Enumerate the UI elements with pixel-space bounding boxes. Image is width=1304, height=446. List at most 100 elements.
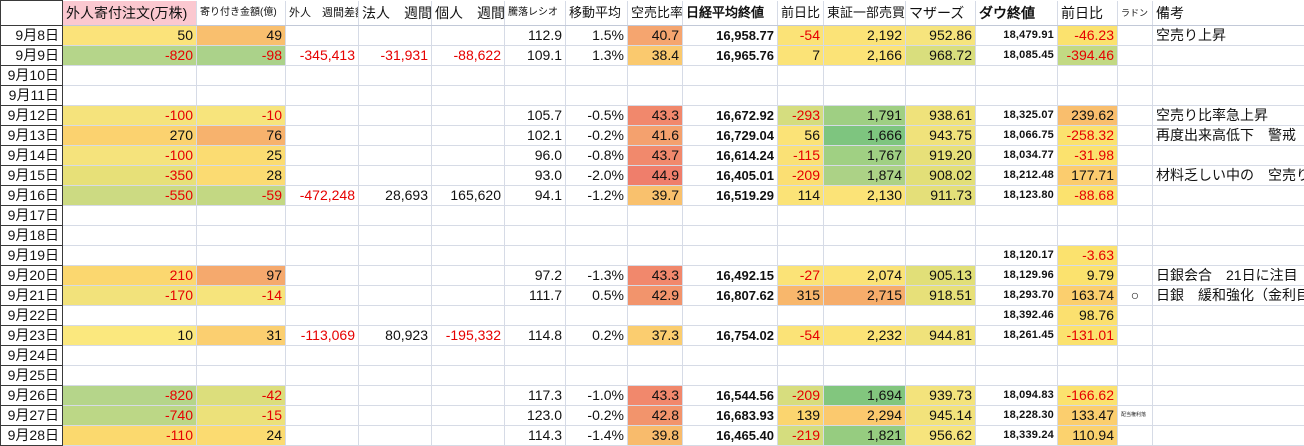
cell-o[interactable]: 110.94: [1057, 425, 1118, 446]
cell-e[interactable]: [358, 225, 432, 246]
cell-q[interactable]: [1152, 85, 1304, 106]
cell-i[interactable]: [627, 205, 683, 226]
cell-h[interactable]: [565, 345, 628, 366]
cell-p[interactable]: [1117, 165, 1153, 186]
cell-b[interactable]: [62, 345, 197, 366]
cell-b[interactable]: [62, 85, 197, 106]
cell-e[interactable]: [358, 65, 432, 86]
cell-q[interactable]: [1152, 425, 1304, 446]
col-header-c[interactable]: 寄り付き金額(億): [196, 0, 286, 26]
cell-i[interactable]: [627, 65, 683, 86]
cell-m[interactable]: 905.13: [905, 265, 976, 286]
cell-j[interactable]: 16,965.76: [682, 45, 778, 66]
cell-h[interactable]: -2.0%: [565, 165, 628, 186]
cell-l[interactable]: 1,821: [823, 425, 906, 446]
cell-i[interactable]: [627, 345, 683, 366]
date-cell[interactable]: 9月14日: [0, 144, 63, 166]
cell-o[interactable]: 9.79: [1057, 265, 1118, 286]
cell-m[interactable]: [905, 365, 976, 386]
cell-m[interactable]: 956.62: [905, 425, 976, 446]
cell-p[interactable]: [1117, 25, 1153, 46]
cell-k[interactable]: -219: [777, 425, 824, 446]
cell-f[interactable]: [431, 245, 505, 266]
cell-q[interactable]: [1152, 45, 1304, 66]
cell-o[interactable]: [1057, 205, 1118, 226]
cell-c[interactable]: [196, 65, 286, 86]
cell-g[interactable]: [504, 225, 566, 246]
cell-p[interactable]: [1117, 125, 1153, 146]
cell-i[interactable]: 43.3: [627, 385, 683, 406]
cell-j[interactable]: 16,672.92: [682, 105, 778, 126]
date-cell[interactable]: 9月10日: [0, 64, 63, 86]
cell-n[interactable]: 18,123.80: [975, 185, 1058, 206]
date-cell[interactable]: 9月12日: [0, 104, 63, 126]
cell-l[interactable]: [823, 365, 906, 386]
cell-d[interactable]: [285, 305, 359, 326]
cell-c[interactable]: 24: [196, 425, 286, 446]
cell-d[interactable]: [285, 165, 359, 186]
cell-f[interactable]: [431, 265, 505, 286]
cell-i[interactable]: 43.3: [627, 105, 683, 126]
cell-h[interactable]: -0.5%: [565, 105, 628, 126]
cell-d[interactable]: [285, 105, 359, 126]
cell-q[interactable]: [1152, 365, 1304, 386]
cell-p[interactable]: [1117, 425, 1153, 446]
cell-e[interactable]: [358, 85, 432, 106]
date-cell[interactable]: 9月18日: [0, 224, 63, 246]
cell-o[interactable]: -166.62: [1057, 385, 1118, 406]
col-header-m[interactable]: マザーズ: [905, 0, 976, 26]
cell-e[interactable]: [358, 245, 432, 266]
cell-e[interactable]: [358, 105, 432, 126]
cell-k[interactable]: [777, 65, 824, 86]
cell-g[interactable]: 109.1: [504, 45, 566, 66]
cell-g[interactable]: 114.3: [504, 425, 566, 446]
cell-f[interactable]: [431, 105, 505, 126]
cell-q[interactable]: [1152, 205, 1304, 226]
cell-h[interactable]: 0.2%: [565, 325, 628, 346]
cell-m[interactable]: [905, 245, 976, 266]
cell-g[interactable]: [504, 345, 566, 366]
cell-c[interactable]: [196, 225, 286, 246]
cell-l[interactable]: 1,767: [823, 145, 906, 166]
cell-g[interactable]: [504, 365, 566, 386]
cell-c[interactable]: -15: [196, 405, 286, 426]
cell-p[interactable]: [1117, 265, 1153, 286]
cell-k[interactable]: -209: [777, 385, 824, 406]
cell-h[interactable]: [565, 245, 628, 266]
cell-i[interactable]: 42.8: [627, 405, 683, 426]
cell-b[interactable]: 210: [62, 265, 197, 286]
date-cell[interactable]: 9月25日: [0, 364, 63, 386]
cell-h[interactable]: -1.4%: [565, 425, 628, 446]
cell-j[interactable]: 16,492.15: [682, 265, 778, 286]
cell-g[interactable]: 93.0: [504, 165, 566, 186]
cell-c[interactable]: [196, 365, 286, 386]
cell-q[interactable]: [1152, 405, 1304, 426]
cell-m[interactable]: 944.81: [905, 325, 976, 346]
cell-n[interactable]: [975, 225, 1058, 246]
cell-k[interactable]: [777, 245, 824, 266]
cell-g[interactable]: [504, 245, 566, 266]
date-cell[interactable]: 9月17日: [0, 204, 63, 226]
cell-m[interactable]: 952.86: [905, 25, 976, 46]
cell-e[interactable]: [358, 205, 432, 226]
cell-i[interactable]: 38.4: [627, 45, 683, 66]
cell-n[interactable]: 18,293.70: [975, 285, 1058, 306]
cell-n[interactable]: 18,339.24: [975, 425, 1058, 446]
cell-d[interactable]: [285, 25, 359, 46]
cell-l[interactable]: [823, 85, 906, 106]
cell-f[interactable]: [431, 25, 505, 46]
cell-c[interactable]: -10: [196, 105, 286, 126]
cell-f[interactable]: -88,622: [431, 45, 505, 66]
corner-header-cell[interactable]: [0, 0, 63, 26]
cell-j[interactable]: 16,754.02: [682, 325, 778, 346]
cell-b[interactable]: -550: [62, 185, 197, 206]
cell-c[interactable]: [196, 245, 286, 266]
cell-b[interactable]: -350: [62, 165, 197, 186]
cell-d[interactable]: [285, 265, 359, 286]
cell-i[interactable]: 44.9: [627, 165, 683, 186]
cell-m[interactable]: 911.73: [905, 185, 976, 206]
cell-l[interactable]: 2,166: [823, 45, 906, 66]
cell-j[interactable]: 16,807.62: [682, 285, 778, 306]
cell-b[interactable]: -100: [62, 145, 197, 166]
cell-e[interactable]: 80,923: [358, 325, 432, 346]
